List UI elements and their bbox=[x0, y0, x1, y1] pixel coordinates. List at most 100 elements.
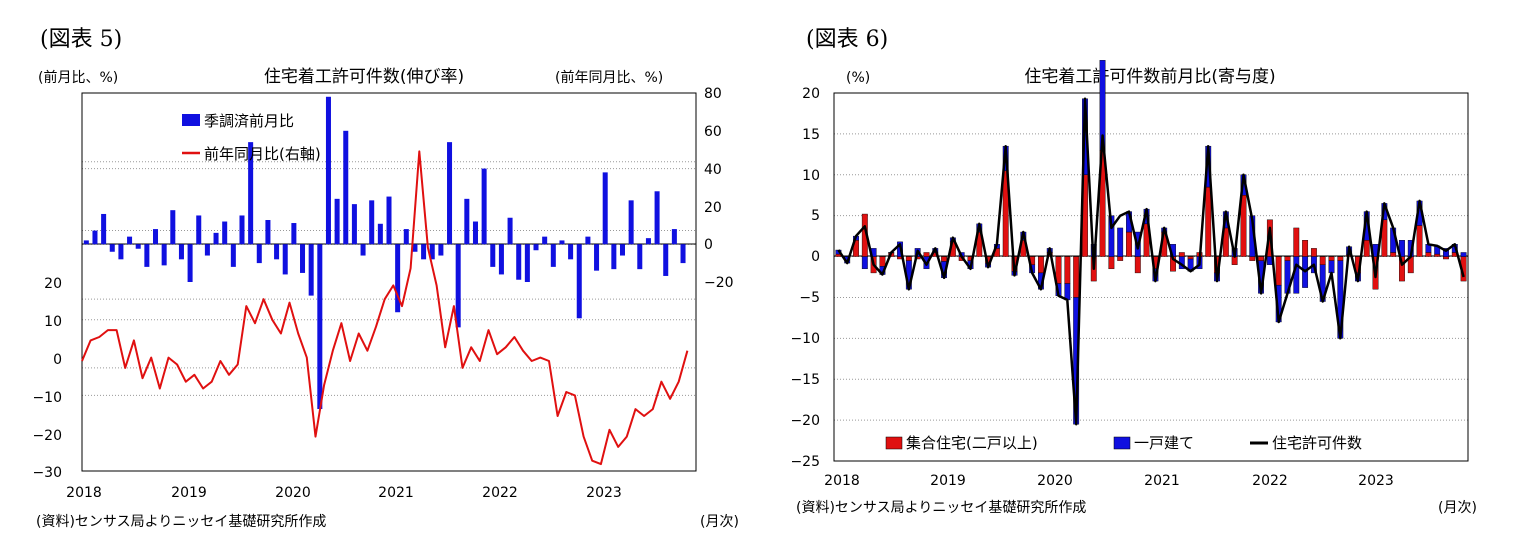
bar bbox=[351, 204, 357, 245]
fig5-x-unit: (月次) bbox=[700, 514, 739, 530]
bar bbox=[1134, 256, 1141, 274]
bar bbox=[109, 244, 115, 252]
bar bbox=[611, 244, 617, 270]
bar bbox=[369, 200, 375, 245]
bar bbox=[161, 244, 167, 266]
bar bbox=[1319, 256, 1326, 265]
bar bbox=[317, 244, 323, 410]
bar bbox=[1064, 283, 1071, 301]
bar bbox=[135, 244, 141, 249]
fig6-ytick: −20 bbox=[790, 413, 820, 429]
bar bbox=[1258, 256, 1264, 261]
fig6-line-layer bbox=[837, 97, 1465, 426]
bar bbox=[239, 215, 245, 245]
fig6-legend-label: 一戸建て bbox=[1134, 434, 1194, 452]
bar bbox=[1310, 248, 1317, 257]
fig5-right-unit: (前年同月比、%) bbox=[555, 69, 663, 86]
bar bbox=[879, 256, 886, 267]
fig5-xtick: 2022 bbox=[482, 485, 518, 501]
bar bbox=[1434, 253, 1441, 257]
bar bbox=[213, 232, 219, 245]
bar bbox=[282, 244, 288, 275]
bar bbox=[637, 244, 643, 270]
bar bbox=[386, 196, 392, 245]
fig5-title: 住宅着工許可件数(伸び率) bbox=[264, 67, 464, 87]
figure-6: (図表 6) (%) 住宅着工許可件数前月比(寄与度) 20 15 10 5 0… bbox=[790, 27, 1476, 516]
bar bbox=[1443, 248, 1449, 257]
bar bbox=[472, 221, 478, 245]
bar bbox=[447, 142, 453, 245]
fig6-x-unit: (月次) bbox=[1438, 500, 1477, 516]
bar bbox=[1108, 256, 1115, 270]
fig5-ytick-left: 10 bbox=[44, 314, 62, 330]
bar bbox=[1425, 252, 1432, 257]
bar bbox=[645, 238, 651, 245]
fig6-xtick: 2019 bbox=[930, 473, 966, 489]
fig6-ytick: −25 bbox=[790, 454, 820, 470]
bar bbox=[1064, 256, 1071, 284]
bar bbox=[455, 244, 461, 328]
bar bbox=[671, 229, 677, 245]
bar bbox=[196, 215, 202, 245]
bar bbox=[118, 244, 124, 260]
fig6-ytick: −5 bbox=[799, 290, 820, 306]
bar bbox=[905, 256, 912, 261]
bar bbox=[256, 244, 262, 264]
bar bbox=[325, 96, 331, 245]
fig6-y-unit: (%) bbox=[846, 70, 870, 86]
bar bbox=[1073, 256, 1080, 298]
fig5-source: (資料)センサス局よりニッセイ基礎研究所作成 bbox=[36, 513, 326, 530]
fig5-ytick-right: 0 bbox=[704, 237, 713, 253]
bar bbox=[1126, 231, 1132, 257]
fig5-bars bbox=[83, 96, 686, 410]
bar bbox=[395, 244, 401, 313]
fig5-xtick: 2023 bbox=[586, 485, 622, 501]
bar bbox=[1302, 239, 1309, 257]
fig6-xtick: 2023 bbox=[1358, 473, 1394, 489]
fig6-title: 住宅着工許可件数前月比(寄与度) bbox=[1024, 67, 1275, 87]
bar bbox=[498, 244, 504, 275]
fig6-ytick: −15 bbox=[790, 372, 820, 388]
bar bbox=[265, 220, 271, 245]
bar bbox=[542, 236, 548, 245]
fig5-ytick-left: −10 bbox=[32, 390, 62, 406]
bar bbox=[585, 236, 591, 245]
bar bbox=[1117, 256, 1124, 261]
bar bbox=[274, 244, 280, 260]
bar bbox=[680, 244, 686, 264]
bar bbox=[412, 244, 418, 252]
bar bbox=[248, 142, 254, 245]
fig5-gridlines bbox=[82, 92, 696, 472]
fig6-plot-frame bbox=[833, 92, 1469, 462]
fig6-ytick: 0 bbox=[811, 249, 820, 265]
bar bbox=[1205, 186, 1212, 257]
bar bbox=[291, 223, 297, 245]
bar bbox=[144, 244, 150, 267]
bar bbox=[1275, 256, 1282, 286]
bar bbox=[1293, 227, 1300, 257]
bar bbox=[334, 198, 340, 245]
fig5-ytick-right: 80 bbox=[704, 86, 722, 102]
figure-5: (図表 5) (前月比、%) 住宅着工許可件数(伸び率) (前年同月比、%) 2… bbox=[32, 27, 738, 530]
fig6-legend-swatch-multi bbox=[885, 436, 903, 450]
bar bbox=[1390, 252, 1397, 257]
bar bbox=[300, 244, 306, 273]
bar bbox=[663, 244, 669, 276]
fig6-y-axis: 20 15 10 5 0 −5 −10 −15 −20 −25 bbox=[790, 86, 820, 470]
series-line bbox=[837, 97, 1465, 426]
bar bbox=[204, 244, 210, 256]
bar bbox=[1038, 256, 1044, 274]
bar bbox=[1328, 260, 1335, 274]
fig5-plot-frame bbox=[81, 92, 697, 472]
fig5-ytick-left: −20 bbox=[32, 428, 62, 444]
fig6-x-axis: 2018 2019 2020 2021 2022 2023 bbox=[824, 473, 1394, 489]
bar bbox=[1328, 256, 1335, 261]
fig6-xtick: 2021 bbox=[1144, 473, 1180, 489]
bar bbox=[1416, 225, 1423, 257]
bar bbox=[941, 256, 947, 262]
bar bbox=[481, 168, 487, 245]
bar bbox=[559, 240, 565, 245]
fig5-ytick-right: 20 bbox=[704, 200, 722, 216]
bar bbox=[602, 172, 608, 245]
bar bbox=[403, 229, 409, 245]
